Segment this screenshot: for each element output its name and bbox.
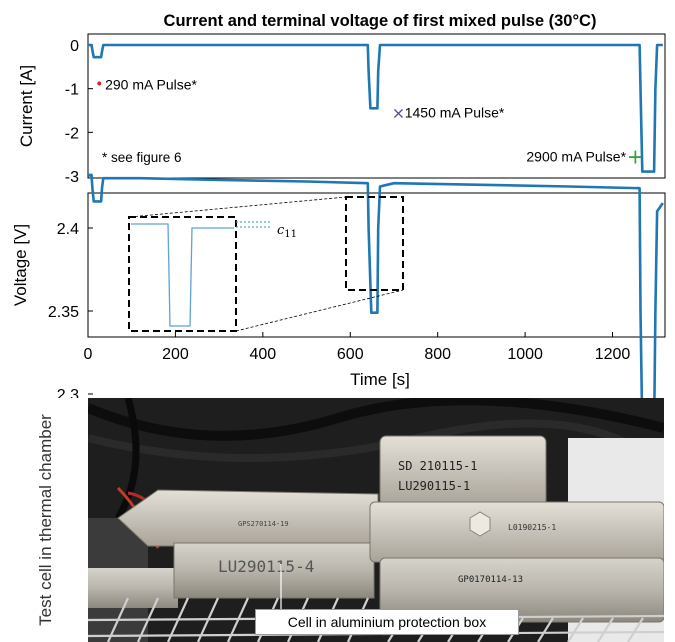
ytick-label: 2.35 (48, 304, 79, 321)
xtick-label: 800 (424, 346, 451, 363)
ytick-label: -3 (65, 169, 79, 186)
ytick-label: 2.4 (57, 221, 79, 238)
xtick-label: 0 (84, 346, 93, 363)
current-panel: Current [A] 0 -1 -2 -3 • 290 mA Pulse* × 1450 … (17, 33, 666, 186)
c11-subscript: 11 (284, 229, 297, 240)
figure: Current and terminal voltage of first mi… (11, 12, 666, 398)
xtick-label: 1000 (507, 346, 543, 363)
marker-2900-label: 2900 mA Pulse* (526, 148, 626, 164)
box-label-2: LU290115-4 (218, 557, 314, 576)
chart-title: Current and terminal voltage of first mi… (164, 12, 597, 30)
zoom-inset-line (131, 223, 234, 327)
box-label-1: GPS270114-19 (238, 520, 289, 528)
figure-note: * see figure 6 (102, 150, 182, 165)
box-label-3: SD 210115-1 (398, 459, 477, 473)
current-ylabel: Current [A] (17, 65, 36, 147)
voltage-xlabel: Time [s] (350, 370, 410, 389)
photo-side-label: Test cell in thermal chamber (36, 414, 55, 626)
marker-1450-symbol: × (392, 104, 405, 123)
current-yticks: 0 -1 -2 -3 (65, 38, 93, 186)
xtick-label: 1200 (595, 346, 631, 363)
zoom-connector-top (129, 196, 347, 218)
ytick-label: 0 (70, 38, 79, 55)
box-label-5: L0190215-1 (508, 523, 556, 532)
zoom-connector-bottom (235, 289, 404, 332)
marker-2900-symbol: + (627, 144, 644, 168)
voltage-series-line (88, 173, 664, 398)
c11-label: c11 (277, 223, 297, 240)
marker-1450-label: 1450 mA Pulse* (405, 105, 505, 121)
voltage-ylabel: Voltage [V] (11, 224, 30, 306)
voltage-yticks: 2.4 2.35 2.3 (48, 221, 93, 398)
thermal-chamber-photo: GPS270114-19 LU290115-4 SD 210115-1 LU29… (88, 398, 664, 642)
current-markers: • 290 mA Pulse* × 1450 mA Pulse* 2900 mA Pul… (95, 76, 644, 168)
c11-letter: c (277, 223, 285, 238)
ytick-label: -2 (65, 125, 79, 142)
xtick-label: 400 (249, 346, 276, 363)
ytick-label: 2.3 (57, 387, 79, 398)
marker-290-label: 290 mA Pulse* (105, 76, 197, 92)
zoom-source-box (345, 196, 404, 291)
box-label-6: GP0170114-13 (458, 575, 523, 585)
current-axes-box (87, 33, 666, 179)
photo-drawing: GPS270114-19 LU290115-4 SD 210115-1 LU29… (88, 398, 664, 642)
photo-caption: Cell in aluminium protection box (255, 609, 519, 635)
marker-290-symbol: • (95, 76, 103, 92)
box-label-4: LU290115-1 (398, 479, 470, 493)
zoom-inset-box (128, 216, 237, 332)
ytick-label: -1 (65, 82, 79, 99)
voltage-panel: Voltage [V] 2.4 2.35 2.3 0 200 400 600 800 1000… (11, 173, 666, 398)
voltage-axes-box (87, 192, 666, 338)
voltage-xticks: 0 200 400 600 800 1000 1200 (84, 332, 631, 363)
xtick-label: 200 (162, 346, 189, 363)
current-series-line (88, 43, 663, 173)
xtick-label: 600 (337, 346, 364, 363)
